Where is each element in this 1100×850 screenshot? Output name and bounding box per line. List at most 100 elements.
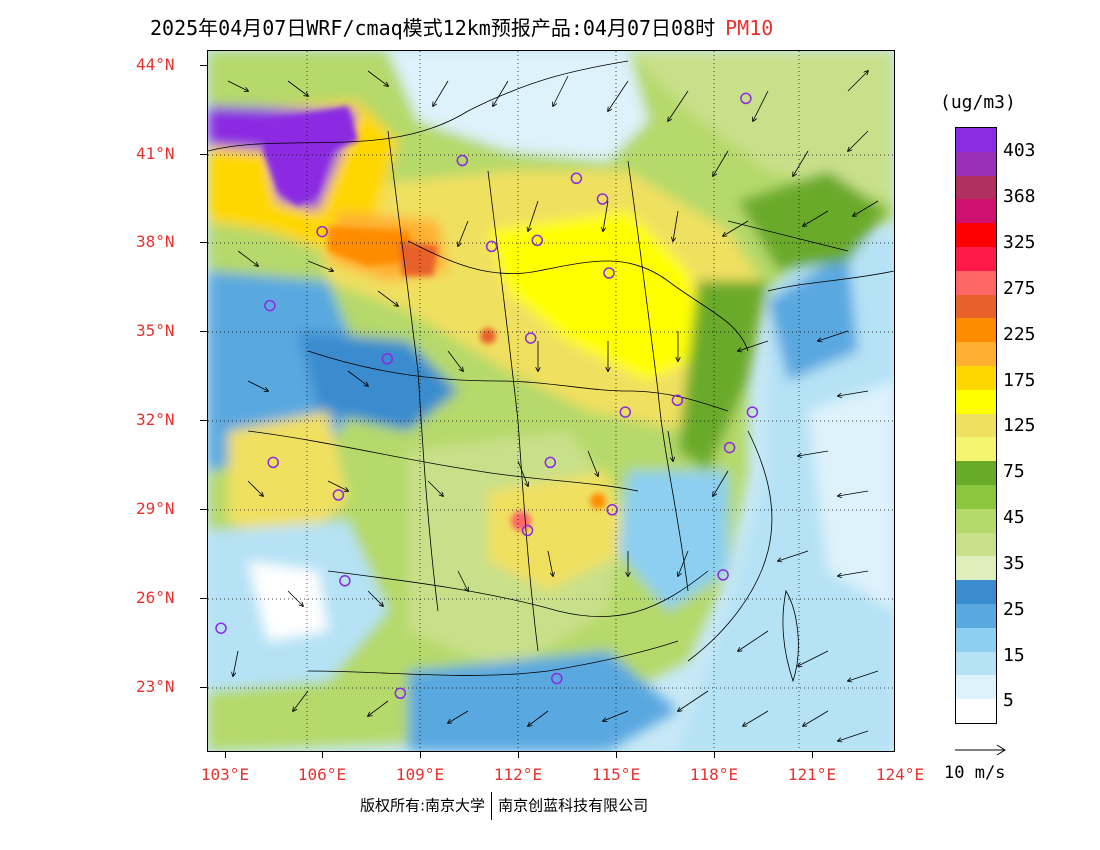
legend-label: 5 [1003, 690, 1014, 711]
legend-swatch [956, 199, 996, 224]
city-marker [339, 575, 351, 587]
legend-label: 275 [1003, 278, 1036, 299]
legend-swatch [956, 128, 996, 153]
lon-label-112: 112°E [493, 765, 543, 784]
legend-label: 25 [1003, 599, 1025, 620]
city-marker [723, 441, 736, 454]
city-marker [606, 504, 618, 516]
legend-swatch [956, 461, 996, 486]
city-marker [456, 154, 469, 167]
lon-label-124: 124°E [875, 765, 925, 784]
legend-label: 403 [1003, 140, 1036, 161]
lat-tick [200, 509, 207, 510]
legend-swatch [956, 699, 996, 724]
legend-label: 45 [1003, 507, 1025, 528]
legend-swatch [956, 151, 996, 177]
legend-label: 225 [1003, 324, 1036, 345]
city-marker [264, 299, 276, 312]
lon-tick [714, 751, 715, 758]
copyright-owner: 版权所有:南京大学 [360, 796, 486, 815]
legend-label: 325 [1003, 232, 1036, 253]
lat-label-38: 38°N [136, 232, 175, 251]
lon-label-115: 115°E [591, 765, 641, 784]
lat-label-26: 26°N [136, 588, 175, 607]
lat-label-32: 32°N [136, 410, 175, 429]
city-marker [485, 240, 498, 253]
lon-tick [225, 751, 226, 758]
legend-label: 35 [1003, 553, 1025, 574]
city-marker [394, 687, 407, 700]
copyright-partner: 南京创蓝科技有限公司 [498, 796, 649, 815]
city-marker [544, 456, 557, 469]
city-marker [619, 406, 632, 418]
city-marker [215, 622, 227, 634]
city-marker [267, 456, 279, 469]
city-marker [570, 172, 583, 185]
color-legend [955, 127, 997, 724]
legend-swatch [956, 389, 996, 415]
legend-label: 75 [1003, 461, 1025, 482]
lat-tick [200, 687, 207, 688]
legend-swatch [956, 247, 996, 272]
lon-label-103: 103°E [200, 765, 250, 784]
city-marker [746, 406, 759, 418]
lat-tick [200, 420, 207, 421]
legend-swatch [956, 485, 996, 510]
lon-tick [518, 751, 519, 758]
legend-swatch [956, 413, 996, 438]
grid-lines [208, 51, 894, 751]
lon-label-121: 121°E [787, 765, 837, 784]
lat-label-23: 23°N [136, 677, 175, 696]
city-marker [521, 524, 534, 537]
legend-swatch [956, 223, 996, 248]
legend-unit: (ug/m3) [940, 92, 1016, 113]
lat-label-44: 44°N [136, 55, 175, 74]
boundaries [208, 60, 894, 683]
legend-swatch [956, 651, 996, 676]
legend-swatch [956, 532, 996, 557]
legend-swatch [956, 318, 996, 343]
lon-tick [322, 751, 323, 758]
lat-tick [200, 598, 207, 599]
lon-label-118: 118°E [689, 765, 739, 784]
wind-scale-arrow [955, 744, 1006, 756]
city-marker [531, 234, 544, 247]
lat-tick [200, 242, 207, 243]
lon-label-109: 109°E [395, 765, 445, 784]
legend-swatch [956, 627, 996, 653]
lat-tick [200, 154, 207, 155]
lat-label-35: 35°N [136, 321, 175, 340]
legend-swatch [956, 580, 996, 605]
lat-tick [200, 331, 207, 332]
map-svg [208, 51, 894, 751]
lon-tick [420, 751, 421, 758]
legend-swatch [956, 294, 996, 319]
legend-swatch [956, 508, 996, 534]
legend-swatch [956, 366, 996, 391]
lon-label-106: 106°E [297, 765, 347, 784]
city-marker [740, 92, 752, 105]
city-marker [596, 193, 609, 205]
legend-swatch [956, 270, 996, 296]
city-marker [316, 225, 328, 238]
wind-scale-label: 10 m/s [944, 763, 1006, 783]
city-marker [603, 267, 615, 279]
legend-label: 175 [1003, 370, 1036, 391]
legend-swatch [956, 437, 996, 462]
city-markers [215, 92, 759, 700]
map-title: 2025年04月07日WRF/cmaq模式12km预报产品:04月07日08时 P… [150, 12, 970, 41]
legend-swatch [956, 342, 996, 367]
title-pollutant: PM10 [725, 16, 774, 40]
lat-label-29: 29°N [136, 499, 175, 518]
city-marker [524, 332, 537, 344]
wind-vectors [227, 71, 879, 741]
legend-swatch [956, 556, 996, 581]
city-marker [332, 489, 345, 501]
city-marker [671, 394, 684, 407]
legend-label: 15 [1003, 645, 1025, 666]
city-marker [381, 353, 394, 365]
legend-swatch [956, 675, 996, 700]
city-marker [551, 672, 563, 685]
lat-tick [200, 65, 207, 66]
lat-label-41: 41°N [136, 144, 175, 163]
